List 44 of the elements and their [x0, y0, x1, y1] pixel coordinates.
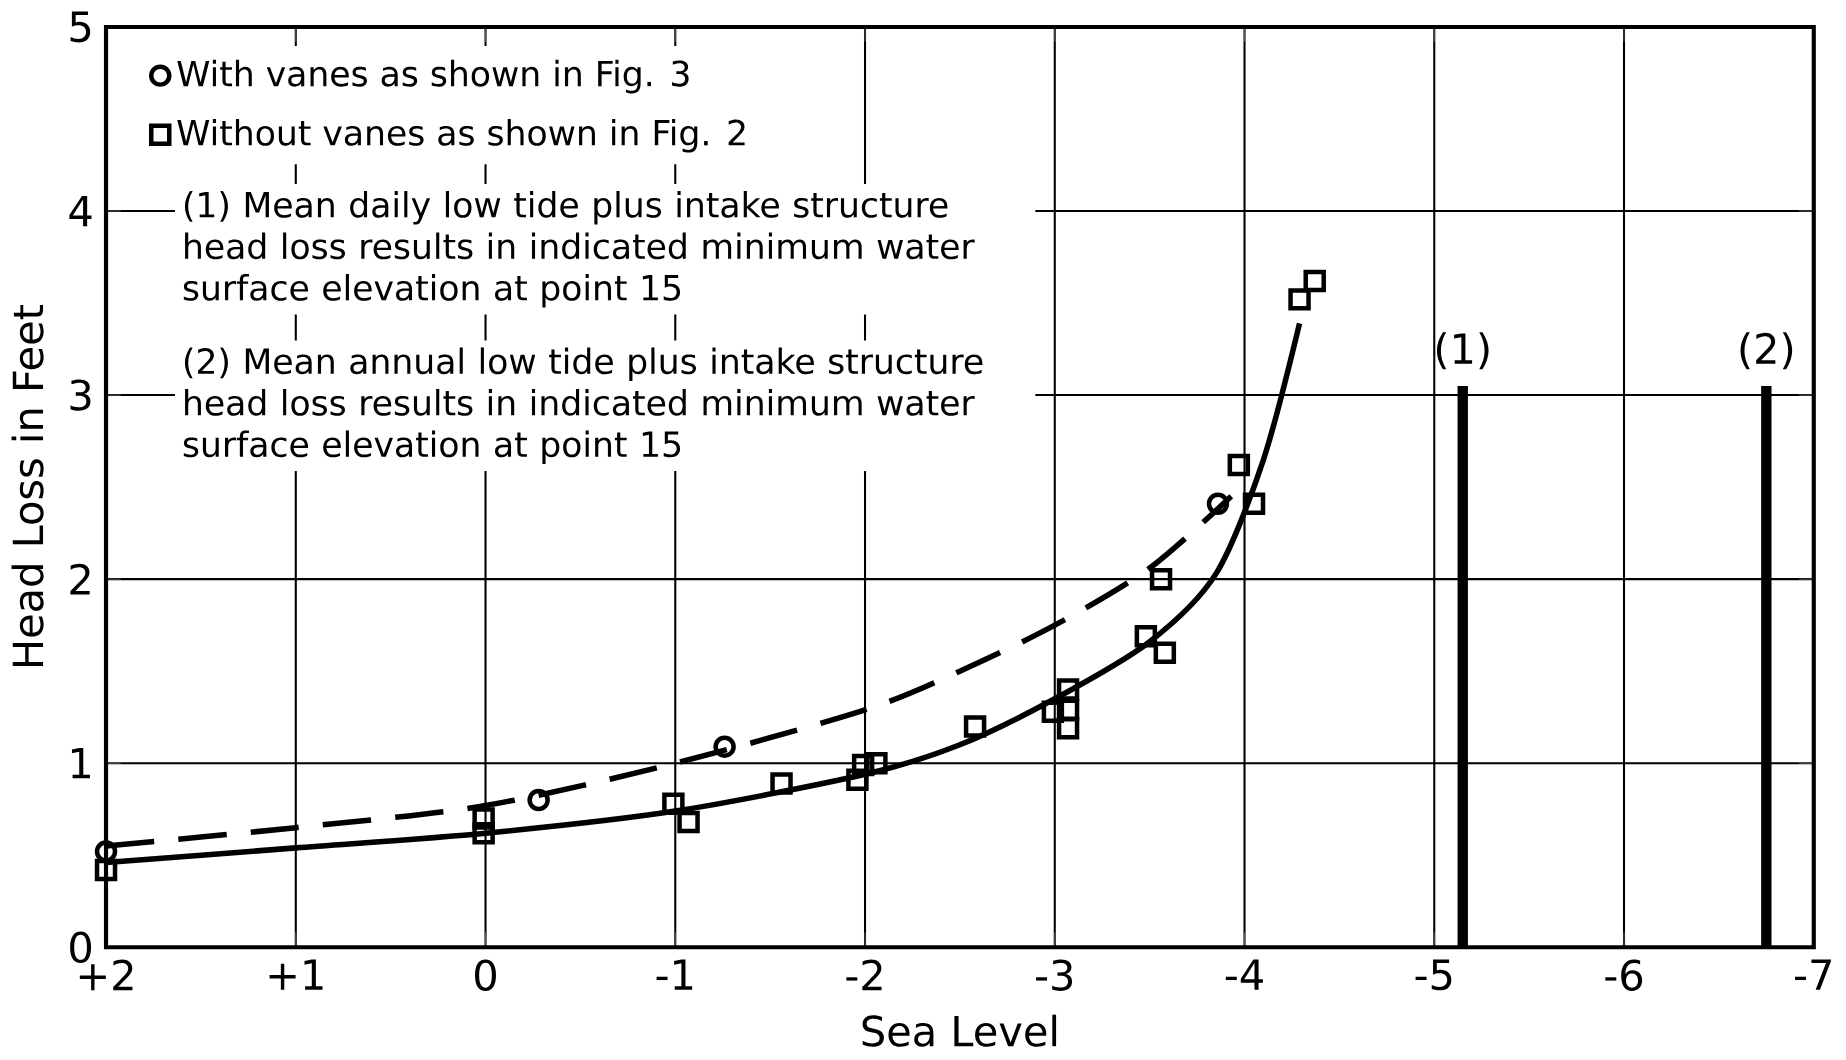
- point: [1206, 492, 1230, 515]
- x-tick-label: 0: [475, 959, 496, 991]
- point: [851, 753, 875, 777]
- series-label: (2): [1740, 331, 1793, 369]
- series-label: (1): [1436, 331, 1489, 369]
- legend-label: Without vanes as shown in Fig. 2: [177, 118, 745, 153]
- point: [1056, 678, 1080, 701]
- x-tick-label: -2: [846, 959, 882, 991]
- point: [713, 735, 736, 758]
- point: [1153, 641, 1177, 664]
- x-tick-label: +1: [269, 959, 323, 990]
- y-tick-label: 2: [70, 563, 90, 595]
- x-tick-label: -5: [1415, 959, 1452, 991]
- x-tick-label: -7: [1795, 959, 1831, 990]
- point: [963, 714, 987, 738]
- y-tick-label: 1: [71, 747, 90, 779]
- point: [1149, 567, 1173, 591]
- point: [677, 810, 700, 834]
- x-axis-title: Sea Level: [862, 1014, 1057, 1047]
- point: [1056, 716, 1080, 740]
- point: [527, 788, 550, 812]
- x-tick-label: -4: [1225, 959, 1263, 990]
- point: [1041, 700, 1065, 723]
- annotation: (1) Mean daily low tide plus intake structure head loss results in indicated minimum water surface elevation at point 15: [183, 190, 975, 308]
- x-tick-label: -3: [1036, 959, 1073, 991]
- point: [1288, 287, 1311, 311]
- point: [1242, 492, 1266, 515]
- x-tick-label: -1: [656, 959, 693, 990]
- y-tick-label: 3: [70, 379, 91, 411]
- point: [472, 821, 495, 845]
- point: [1303, 269, 1326, 292]
- y-axis-title: Head Loss in Feet: [11, 304, 44, 666]
- y-tick-label: 5: [70, 11, 91, 43]
- annotation: (2) Mean annual low tide plus intake structure head loss results in indicated minimum water surface elevation at point 15: [183, 347, 983, 464]
- point: [1227, 453, 1251, 477]
- point: [662, 792, 685, 815]
- y-tick-label: 4: [69, 195, 92, 226]
- point: [846, 768, 869, 791]
- legend-label: With vanes as shown in Fig. 3: [177, 59, 689, 94]
- x-tick-label: -6: [1605, 959, 1643, 991]
- point: [94, 858, 118, 881]
- point: [770, 771, 793, 795]
- point: [1134, 624, 1158, 648]
- point: [472, 806, 495, 830]
